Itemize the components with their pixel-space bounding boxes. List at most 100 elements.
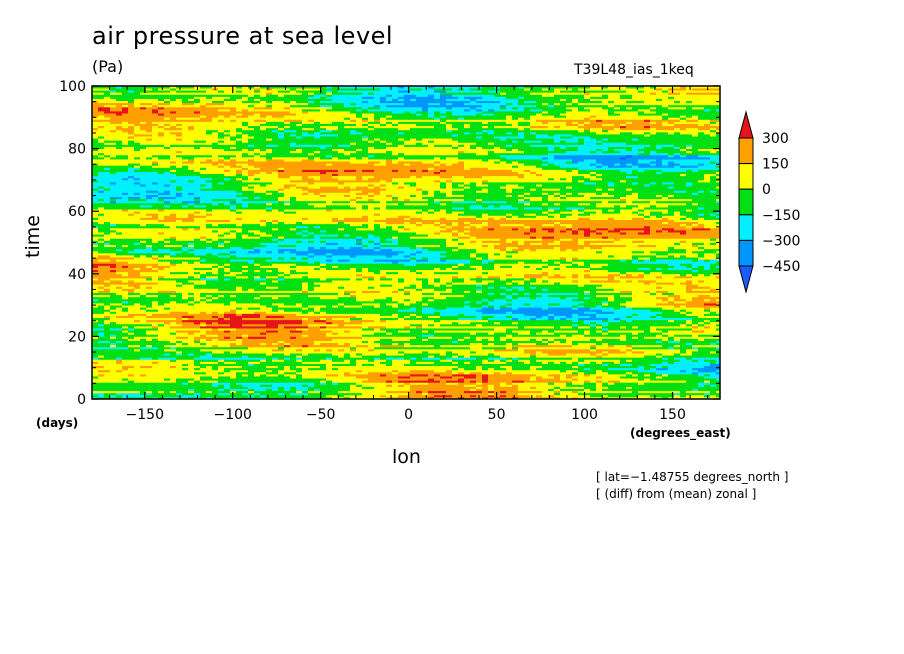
- heatmap-cell: [398, 342, 404, 346]
- heatmap-cell: [344, 371, 350, 375]
- heatmap-cell: [356, 382, 404, 385]
- heatmap-cell: [212, 96, 230, 99]
- heatmap-cell: [482, 290, 584, 293]
- heatmap-cell: [434, 125, 446, 129]
- heatmap-cell: [548, 161, 566, 164]
- heatmap-cell: [536, 394, 542, 398]
- heatmap-cell: [266, 104, 272, 108]
- heatmap-cell: [590, 213, 638, 216]
- heatmap-cell: [614, 209, 620, 212]
- heatmap-cell: [230, 269, 242, 273]
- heatmap-cell: [638, 390, 680, 394]
- heatmap-cell: [524, 202, 530, 206]
- heatmap-cell: [230, 246, 242, 250]
- heatmap-cell: [284, 100, 290, 104]
- heatmap-cell: [668, 161, 674, 164]
- heatmap-cell: [140, 106, 146, 110]
- heatmap-cell: [518, 102, 542, 106]
- heatmap-cell: [620, 359, 626, 362]
- heatmap-cell: [92, 236, 170, 239]
- heatmap-cell: [392, 369, 398, 373]
- heatmap-cell: [152, 121, 242, 124]
- heatmap-cell: [524, 131, 530, 135]
- heatmap-cell: [428, 378, 434, 381]
- heatmap-cell: [410, 236, 458, 239]
- heatmap-cell: [398, 271, 416, 275]
- heatmap-cell: [266, 202, 272, 206]
- heatmap-cell: [314, 384, 350, 387]
- heatmap-cell: [578, 108, 590, 112]
- heatmap-cell: [596, 250, 602, 254]
- heatmap-cell: [554, 227, 566, 231]
- heatmap-cell: [284, 167, 428, 170]
- heatmap-cell: [632, 148, 638, 152]
- heatmap-cell: [638, 332, 662, 335]
- heatmap-cell: [224, 98, 236, 102]
- heatmap-cell: [176, 300, 188, 304]
- heatmap-cell: [92, 250, 98, 254]
- heatmap-cell: [704, 307, 710, 310]
- heatmap-cell: [110, 342, 116, 346]
- heatmap-cell: [596, 148, 602, 152]
- heatmap-cell: [416, 175, 422, 179]
- heatmap-cell: [254, 165, 464, 168]
- heatmap-cell: [116, 113, 122, 116]
- heatmap-cell: [236, 198, 242, 202]
- heatmap-cell: [674, 336, 720, 339]
- heatmap-cell: [590, 361, 596, 364]
- heatmap-cell: [140, 338, 146, 341]
- heatmap-cell: [344, 319, 350, 323]
- heatmap-cell: [548, 273, 554, 277]
- heatmap-cell: [410, 307, 416, 310]
- heatmap-cell: [296, 211, 416, 214]
- heatmap-cell: [170, 171, 200, 175]
- heatmap-cell: [224, 311, 236, 314]
- heatmap-cell: [626, 154, 632, 158]
- heatmap-cell: [170, 144, 248, 147]
- heatmap-cell: [386, 96, 398, 99]
- heatmap-cell: [566, 215, 644, 218]
- heatmap-cell: [338, 373, 344, 377]
- heatmap-cell: [302, 111, 308, 114]
- heatmap-cell: [122, 307, 128, 310]
- heatmap-cell: [98, 355, 104, 358]
- heatmap-cell: [212, 209, 230, 212]
- heatmap-cell: [170, 271, 188, 275]
- heatmap-cell: [110, 171, 116, 175]
- heatmap-cell: [158, 192, 170, 195]
- heatmap-cell: [332, 265, 338, 268]
- heatmap-cell: [482, 96, 506, 99]
- heatmap-cell: [374, 286, 404, 289]
- heatmap-cell: [632, 373, 638, 377]
- heatmap-cell: [566, 102, 572, 106]
- heatmap-cell: [194, 217, 236, 220]
- heatmap-cell: [302, 221, 338, 225]
- heatmap-cell: [416, 269, 584, 273]
- heatmap-cell: [140, 307, 146, 310]
- heatmap-cell: [212, 265, 218, 268]
- heatmap-cell: [284, 271, 290, 275]
- heatmap-cell: [152, 138, 176, 141]
- heatmap-cell: [674, 146, 680, 149]
- heatmap-cell: [182, 392, 194, 396]
- heatmap-cell: [692, 192, 698, 195]
- heatmap-cell: [350, 117, 362, 120]
- heatmap-cell: [326, 127, 338, 131]
- heatmap-cell: [92, 190, 98, 193]
- heatmap-cell: [548, 133, 554, 137]
- heatmap-cell: [272, 238, 278, 241]
- heatmap-cell: [230, 263, 254, 266]
- heatmap-cell: [422, 338, 428, 341]
- heatmap-cell: [374, 154, 500, 158]
- heatmap-cell: [458, 382, 476, 385]
- heatmap-cell: [92, 234, 104, 237]
- heatmap-cell: [410, 255, 446, 258]
- heatmap-cell: [458, 184, 464, 187]
- heatmap-cell: [686, 319, 692, 323]
- heatmap-cell: [398, 138, 404, 141]
- heatmap-cell: [662, 215, 686, 218]
- heatmap-cell: [176, 169, 194, 172]
- heatmap-cell: [482, 267, 494, 271]
- heatmap-cell: [314, 252, 326, 256]
- heatmap-cell: [206, 204, 230, 208]
